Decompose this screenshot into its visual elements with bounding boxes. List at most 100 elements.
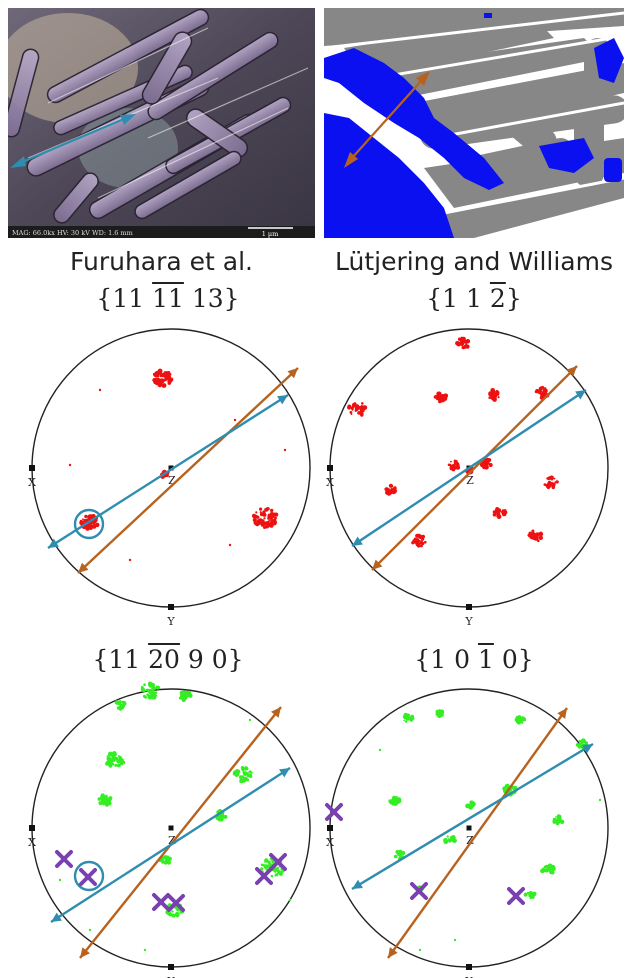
x-axis-marker — [327, 465, 333, 471]
pole-point — [219, 817, 224, 822]
pole-point — [488, 463, 493, 467]
x-axis-marker — [327, 825, 333, 831]
pole-point — [521, 721, 524, 724]
pole-point — [242, 771, 248, 776]
pole-point — [547, 863, 553, 869]
pole-point — [158, 371, 163, 376]
pole-point — [167, 375, 171, 379]
pole-point — [424, 540, 427, 544]
pole-point — [155, 373, 160, 378]
pole-point — [167, 381, 172, 385]
pole-point — [378, 748, 382, 752]
plane-label-4: {1 0 1 0} — [414, 645, 534, 674]
plane-label-1: {11 11 13} — [96, 284, 240, 313]
pole-point — [262, 864, 266, 867]
pole-point — [268, 519, 271, 522]
pole-point — [548, 476, 551, 480]
blue-direction-arrow — [351, 389, 587, 547]
pole-point — [117, 763, 121, 768]
pole-point — [152, 378, 157, 383]
pole-point — [553, 477, 556, 480]
pole-point — [283, 448, 287, 452]
pole-point — [183, 697, 187, 700]
pole-point — [155, 694, 158, 697]
pole-point — [388, 483, 393, 488]
pole-point — [488, 396, 492, 399]
y-axis-marker — [168, 964, 174, 970]
pole-point — [269, 520, 275, 526]
pole-point — [491, 390, 496, 394]
pole-point — [553, 818, 559, 824]
pole-point — [493, 394, 496, 397]
z-axis-label: Z — [168, 474, 176, 487]
pole-point — [461, 345, 466, 350]
pole-point — [85, 518, 89, 522]
pole-point — [272, 515, 275, 518]
brown-direction-arrow — [371, 365, 578, 571]
pole-point — [82, 518, 84, 520]
phase-map-lutjering — [324, 8, 624, 238]
pole-point — [536, 390, 539, 394]
pole-point — [421, 534, 425, 539]
pole-point — [168, 912, 172, 917]
pole-point — [550, 477, 554, 481]
pole-point — [520, 716, 526, 722]
pole-point — [271, 859, 275, 864]
pole-point — [249, 773, 253, 777]
pole-point — [162, 856, 165, 860]
pole-point — [262, 512, 266, 515]
pole-point — [228, 543, 232, 547]
pole-point — [275, 873, 279, 877]
pole-point — [128, 558, 132, 562]
pole-point — [240, 766, 245, 770]
pole-point — [253, 521, 259, 526]
pole-point — [446, 835, 449, 838]
pole-point — [442, 711, 445, 714]
x-axis-label: X — [28, 476, 36, 489]
brown-direction-arrow — [79, 706, 282, 959]
pole-point — [556, 814, 561, 819]
pole-point — [540, 868, 545, 873]
pole-point — [555, 816, 557, 818]
pole-point — [503, 509, 507, 513]
pole-point — [98, 801, 103, 806]
pole-point — [232, 772, 236, 776]
pole-point — [167, 856, 172, 861]
pole-point — [482, 464, 488, 469]
pole-point — [233, 418, 237, 422]
pole-point — [260, 867, 264, 871]
pole-point — [540, 392, 544, 397]
pole-point — [460, 339, 465, 344]
pole-point — [274, 870, 277, 873]
pole-point — [347, 405, 352, 410]
brown-direction-arrow — [344, 71, 430, 168]
highlight-ring — [73, 860, 105, 892]
pole-point — [447, 838, 450, 841]
pole-point — [542, 388, 546, 392]
pole-point — [161, 374, 165, 378]
y-axis-marker — [168, 604, 174, 610]
pole-point — [156, 380, 161, 386]
pole-point — [110, 759, 114, 763]
pole-point — [465, 342, 468, 346]
pole-point — [526, 891, 530, 895]
pole-point — [164, 371, 170, 377]
highlight-ring — [73, 508, 105, 540]
pole-point — [404, 720, 408, 723]
pole-point — [494, 396, 497, 400]
pole-point — [102, 795, 107, 800]
pole-point — [353, 402, 357, 406]
cross-marker — [410, 882, 428, 900]
pole-point — [543, 865, 547, 869]
x-axis-label: X — [28, 836, 36, 849]
pole-point — [470, 800, 475, 806]
pole-point — [580, 744, 583, 747]
pole-point — [450, 460, 452, 463]
pole-point — [270, 508, 274, 513]
pole-point — [155, 685, 159, 688]
pole-point — [88, 526, 93, 530]
cross-marker — [152, 893, 170, 911]
y-axis-label: Y — [166, 975, 175, 978]
pole-point — [531, 529, 535, 533]
pole-point — [277, 870, 280, 873]
